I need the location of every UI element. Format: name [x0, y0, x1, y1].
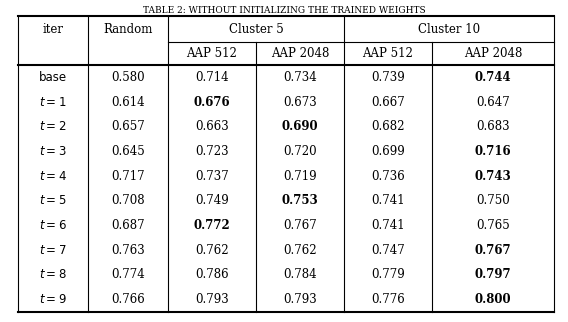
Text: TABLE 2: WITHOUT INITIALIZING THE TRAINED WEIGHTS: TABLE 2: WITHOUT INITIALIZING THE TRAINE… — [143, 6, 425, 15]
Text: 0.647: 0.647 — [476, 96, 510, 109]
Text: 0.687: 0.687 — [111, 219, 145, 232]
Text: 0.667: 0.667 — [371, 96, 405, 109]
Text: 0.614: 0.614 — [111, 96, 145, 109]
Text: 0.743: 0.743 — [475, 170, 511, 183]
Text: 0.766: 0.766 — [111, 293, 145, 306]
Text: 0.750: 0.750 — [476, 194, 510, 207]
Text: 0.762: 0.762 — [283, 244, 317, 257]
Text: 0.690: 0.690 — [282, 120, 318, 133]
Text: 0.797: 0.797 — [475, 269, 511, 281]
Text: $t=8$: $t=8$ — [39, 269, 67, 281]
Text: 0.744: 0.744 — [475, 71, 511, 84]
Text: 0.645: 0.645 — [111, 145, 145, 158]
Text: 0.720: 0.720 — [283, 145, 317, 158]
Text: 0.767: 0.767 — [475, 244, 511, 257]
Text: 0.723: 0.723 — [195, 145, 229, 158]
Text: $t=2$: $t=2$ — [39, 120, 66, 133]
Text: 0.774: 0.774 — [111, 269, 145, 281]
Text: Cluster 10: Cluster 10 — [418, 23, 480, 35]
Text: $t=6$: $t=6$ — [39, 219, 67, 232]
Text: 0.717: 0.717 — [111, 170, 145, 183]
Text: 0.762: 0.762 — [195, 244, 229, 257]
Text: 0.708: 0.708 — [111, 194, 145, 207]
Text: AAP 2048: AAP 2048 — [271, 47, 329, 60]
Text: $t=5$: $t=5$ — [39, 194, 66, 207]
Text: 0.747: 0.747 — [371, 244, 405, 257]
Text: $t=9$: $t=9$ — [39, 293, 67, 306]
Text: 0.737: 0.737 — [195, 170, 229, 183]
Text: 0.657: 0.657 — [111, 120, 145, 133]
Text: AAP 2048: AAP 2048 — [464, 47, 522, 60]
Text: $t=7$: $t=7$ — [39, 244, 67, 257]
Text: 0.714: 0.714 — [195, 71, 229, 84]
Text: 0.734: 0.734 — [283, 71, 317, 84]
Text: 0.719: 0.719 — [283, 170, 317, 183]
Text: 0.716: 0.716 — [475, 145, 511, 158]
Text: $t=4$: $t=4$ — [39, 170, 67, 183]
Text: 0.779: 0.779 — [371, 269, 405, 281]
Text: 0.786: 0.786 — [195, 269, 229, 281]
Text: Cluster 5: Cluster 5 — [229, 23, 283, 35]
Text: Random: Random — [103, 23, 153, 35]
Text: iter: iter — [43, 23, 64, 35]
Text: 0.767: 0.767 — [283, 219, 317, 232]
Text: $t=1$: $t=1$ — [39, 96, 66, 109]
Text: AAP 512: AAP 512 — [186, 47, 237, 60]
Text: 0.784: 0.784 — [283, 269, 317, 281]
Text: 0.739: 0.739 — [371, 71, 405, 84]
Text: base: base — [39, 71, 67, 84]
Text: 0.580: 0.580 — [111, 71, 145, 84]
Text: 0.763: 0.763 — [111, 244, 145, 257]
Text: 0.676: 0.676 — [194, 96, 230, 109]
Text: 0.741: 0.741 — [371, 219, 405, 232]
Text: 0.673: 0.673 — [283, 96, 317, 109]
Text: 0.682: 0.682 — [371, 120, 405, 133]
Text: AAP 512: AAP 512 — [362, 47, 414, 60]
Text: 0.793: 0.793 — [195, 293, 229, 306]
Text: 0.753: 0.753 — [282, 194, 319, 207]
Text: 0.736: 0.736 — [371, 170, 405, 183]
Text: 0.772: 0.772 — [194, 219, 231, 232]
Text: 0.776: 0.776 — [371, 293, 405, 306]
Text: $t=3$: $t=3$ — [39, 145, 67, 158]
Text: 0.749: 0.749 — [195, 194, 229, 207]
Text: 0.741: 0.741 — [371, 194, 405, 207]
Text: 0.683: 0.683 — [476, 120, 510, 133]
Text: 0.699: 0.699 — [371, 145, 405, 158]
Text: 0.793: 0.793 — [283, 293, 317, 306]
Text: 0.800: 0.800 — [475, 293, 511, 306]
Text: 0.765: 0.765 — [476, 219, 510, 232]
Text: 0.663: 0.663 — [195, 120, 229, 133]
